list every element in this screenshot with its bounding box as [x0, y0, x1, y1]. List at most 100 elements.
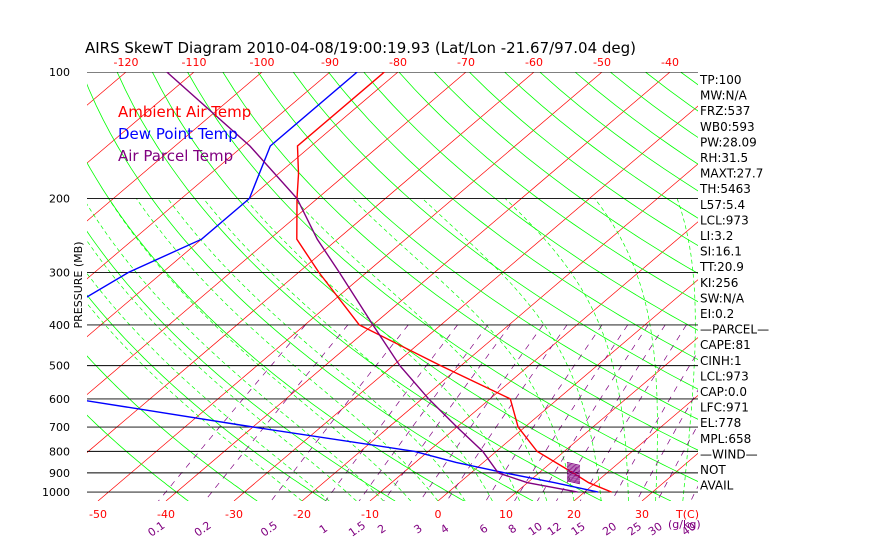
mixing-ratio-line [158, 324, 306, 501]
bottom-temp-tick-label: 20 [567, 508, 581, 521]
top-temp-tick-label: -80 [389, 56, 407, 69]
dry-adiabat-line [222, 72, 698, 451]
stability-index: CAP:0.0 [700, 385, 747, 399]
top-temp-tick-label: -90 [321, 56, 339, 69]
moist-adiabat-line [293, 198, 548, 501]
stability-index: CINH:1 [700, 354, 742, 368]
mixing-ratio-label: 6 [477, 522, 490, 537]
top-temp-tick-label: -70 [457, 56, 475, 69]
ambient-air-temp-line [296, 72, 612, 493]
bottom-temp-tick-label: 10 [499, 508, 513, 521]
cape-hatch-mark [566, 480, 581, 485]
mixing-ratio-label: 20 [600, 520, 619, 539]
stability-index: PW:28.09 [700, 135, 757, 149]
moist-adiabat-line [87, 203, 384, 501]
bottom-temp-tick-label: -10 [361, 508, 379, 521]
mixing-ratio-line [611, 351, 698, 501]
mixing-ratio-line [556, 324, 666, 501]
stability-index: EL:778 [700, 416, 741, 430]
moist-adiabat-line [167, 198, 466, 501]
stability-index: RH:31.5 [700, 151, 748, 165]
mixing-ratio-label: 0.1 [146, 519, 168, 540]
moist-adiabat-line [594, 198, 658, 501]
mixing-ratio-line [537, 324, 649, 501]
stability-index: —PARCEL— [700, 323, 769, 337]
bottom-temp-tick-label: 0 [435, 508, 442, 521]
x-axis-label: T(C) [675, 508, 699, 521]
dry-adiabat-line [328, 72, 698, 360]
dry-adiabat-line [786, 72, 870, 501]
cape-hatch-mark [566, 478, 581, 482]
mixing-ratio-line [636, 389, 698, 501]
cape-hatch-mark [566, 472, 581, 476]
dry-adiabat-line [116, 72, 603, 501]
mixing-ratio-line [485, 324, 603, 501]
mixing-ratio-label: 1 [317, 522, 330, 537]
isotherm-line [301, 163, 698, 501]
moist-adiabat-line [351, 198, 575, 501]
cape-hatch-mark [566, 463, 581, 468]
top-temp-tick-label: -100 [250, 56, 275, 69]
legend-entry: Dew Point Temp [118, 125, 238, 143]
top-temp-tick-label: -60 [525, 56, 543, 69]
mixing-ratio-line [657, 424, 698, 501]
dry-adiabat-line [398, 72, 698, 303]
cape-hatch-mark [566, 465, 581, 470]
stability-index: AVAIL [700, 479, 734, 493]
stability-index: LI:3.2 [700, 229, 733, 243]
pressure-tick-label: 600 [49, 393, 70, 406]
dry-adiabat-line [87, 355, 258, 501]
cape-hatch-mark [566, 464, 581, 469]
dry-adiabat-line [504, 72, 698, 219]
mixing-ratio-label: 0.2 [192, 519, 214, 540]
bottom-temp-tick-label: -50 [89, 508, 107, 521]
moist-adiabat-line [203, 198, 493, 501]
mixing-ratio-line [383, 324, 511, 501]
stability-index: FRZ:537 [700, 104, 750, 118]
isotherm-line [165, 72, 671, 501]
legend-entry: Air Parcel Temp [118, 147, 233, 165]
cape-hatch-mark [566, 468, 581, 473]
stability-index: LFC:971 [700, 401, 749, 415]
mixing-ratio-line [419, 324, 544, 501]
pressure-tick-label: 200 [49, 192, 70, 205]
dry-adiabat-line [187, 72, 698, 482]
dry-adiabat-line [645, 72, 698, 112]
dry-adiabat-line [151, 72, 672, 501]
isotherm-line [87, 72, 535, 453]
stability-index: WB0:593 [700, 120, 755, 134]
mixing-ratio-label: 3 [412, 522, 425, 537]
bottom-temp-tick-label: -40 [157, 508, 175, 521]
mixing-ratio-line [325, 324, 458, 501]
stability-index: MPL:658 [700, 432, 751, 446]
isotherm-line [97, 72, 603, 501]
isotherm-line [87, 72, 127, 106]
stability-index: SI:16.1 [700, 245, 742, 259]
stability-index: MAXT:27.7 [700, 167, 763, 181]
pressure-tick-label: 800 [49, 445, 70, 458]
mixing-ratio-label: 2 [375, 522, 388, 537]
pressure-tick-label: 100 [49, 66, 70, 79]
stability-index: CAPE:81 [700, 338, 751, 352]
pressure-tick-label: 300 [49, 266, 70, 279]
mixing-ratio-label: 1.5 [346, 519, 368, 540]
dry-adiabat-line [87, 161, 465, 501]
isotherm-line [87, 72, 399, 338]
cape-hatch-mark [566, 467, 581, 471]
cape-hatch-mark [566, 462, 581, 466]
top-temp-tick-label: -110 [182, 56, 207, 69]
isotherm-line [87, 72, 263, 222]
stability-index: LCL:973 [700, 213, 749, 227]
bottom-temp-tick-label: -20 [293, 508, 311, 521]
air-parcel-temp-line [166, 72, 578, 493]
legend-entry: Ambient Air Temp [118, 103, 251, 121]
cape-hatch-mark [566, 470, 581, 475]
moist-adiabat-line [676, 198, 696, 501]
dry-adiabat-line [87, 414, 189, 501]
mixing-ratio-label: 30 [646, 520, 665, 539]
isotherm-line [505, 337, 698, 501]
top-temp-tick-label: -50 [593, 56, 611, 69]
isotherm-line [573, 394, 698, 501]
dry-adiabat-line [822, 72, 870, 501]
